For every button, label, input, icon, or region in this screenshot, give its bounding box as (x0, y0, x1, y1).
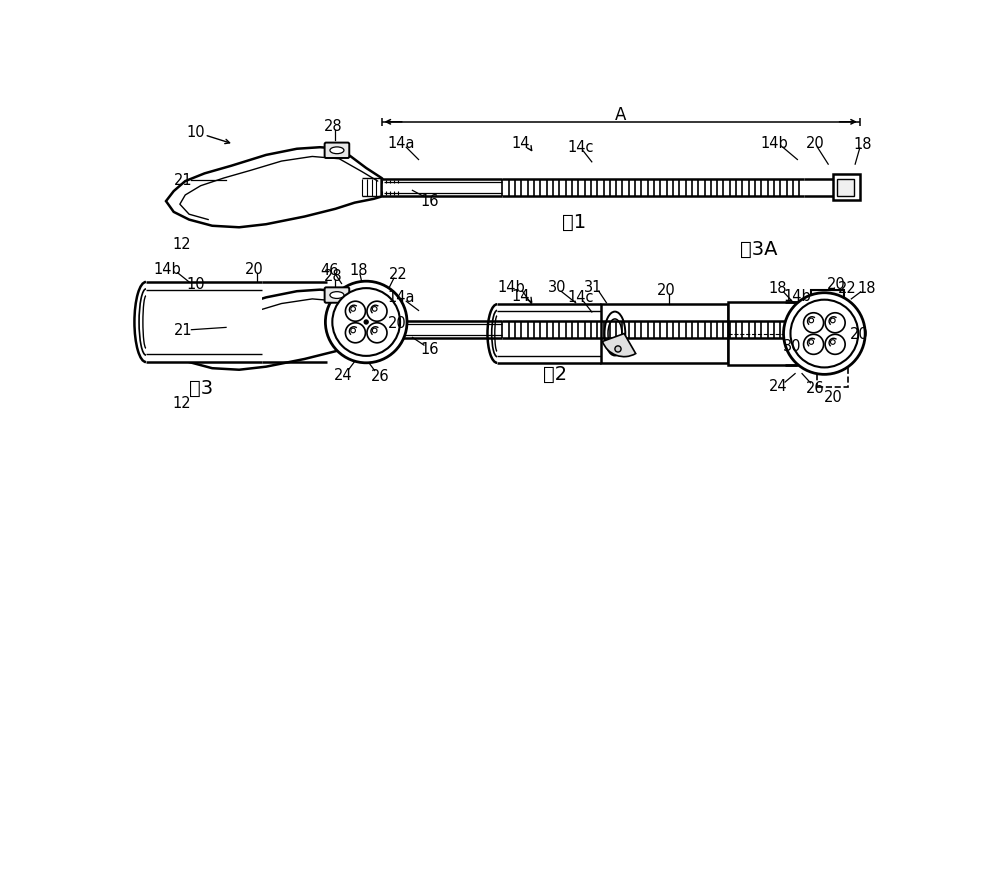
Bar (146, 283, 262, 363)
Text: 20: 20 (850, 326, 868, 342)
Text: 图1: 图1 (562, 213, 586, 232)
Bar (833, 175, 860, 201)
Text: 16: 16 (420, 342, 439, 357)
Text: 31: 31 (584, 280, 603, 295)
Text: 14: 14 (511, 288, 529, 303)
Text: 22: 22 (838, 281, 857, 296)
Wedge shape (602, 334, 636, 358)
Text: 14a: 14a (388, 136, 415, 151)
Text: 18: 18 (349, 263, 368, 278)
Circle shape (372, 308, 377, 312)
Text: 18: 18 (769, 281, 787, 296)
Circle shape (831, 319, 835, 324)
Circle shape (784, 293, 865, 375)
Text: 18: 18 (854, 137, 872, 152)
Text: 20: 20 (245, 261, 264, 276)
Circle shape (790, 300, 858, 368)
Text: 14b: 14b (497, 280, 525, 295)
Text: 14b: 14b (760, 136, 788, 151)
Text: 26: 26 (806, 381, 824, 395)
Circle shape (825, 314, 845, 333)
Text: 18: 18 (857, 281, 876, 296)
Circle shape (332, 289, 400, 357)
FancyBboxPatch shape (325, 143, 349, 159)
Text: 12: 12 (172, 237, 191, 252)
Text: 14b: 14b (154, 261, 181, 276)
Text: 14c: 14c (567, 139, 594, 155)
Text: 22: 22 (389, 266, 408, 282)
Text: 20: 20 (806, 136, 824, 151)
Ellipse shape (330, 292, 344, 299)
Circle shape (372, 329, 377, 333)
Text: 28: 28 (324, 119, 342, 134)
Text: 10: 10 (186, 276, 205, 291)
Text: 图3: 图3 (189, 378, 213, 398)
Text: 12: 12 (172, 396, 191, 411)
Bar (837, 180, 854, 197)
Text: 20: 20 (827, 276, 845, 291)
Text: 28: 28 (324, 269, 342, 284)
Text: A: A (615, 106, 626, 124)
Circle shape (804, 335, 824, 355)
Circle shape (364, 320, 369, 325)
Text: 16: 16 (420, 194, 439, 208)
Bar (497, 305, 601, 363)
Text: 26: 26 (371, 368, 389, 384)
Text: 21: 21 (174, 323, 192, 338)
Circle shape (831, 341, 835, 345)
Bar (728, 303, 797, 366)
Text: 14b: 14b (784, 289, 811, 304)
Circle shape (351, 329, 355, 333)
Circle shape (345, 324, 365, 343)
Bar (601, 305, 728, 363)
Text: 30: 30 (783, 339, 801, 354)
Text: 图2: 图2 (543, 365, 567, 384)
Text: 14c: 14c (567, 290, 594, 305)
Text: 24: 24 (769, 379, 787, 394)
Text: 10: 10 (186, 125, 205, 140)
Circle shape (367, 324, 387, 343)
Text: 20: 20 (388, 316, 406, 330)
Text: 14a: 14a (388, 290, 415, 305)
Text: 14: 14 (511, 136, 529, 151)
Text: 46: 46 (320, 263, 338, 278)
Polygon shape (166, 291, 382, 370)
Text: 24: 24 (334, 367, 352, 383)
Circle shape (325, 282, 407, 363)
Text: 20: 20 (657, 283, 676, 298)
FancyBboxPatch shape (325, 288, 349, 303)
Text: 20: 20 (823, 390, 842, 405)
Circle shape (809, 341, 814, 345)
Circle shape (615, 347, 621, 352)
Bar (817, 363, 848, 388)
Ellipse shape (330, 148, 344, 155)
Circle shape (367, 302, 387, 322)
Circle shape (825, 335, 845, 355)
Circle shape (345, 302, 365, 322)
Circle shape (809, 319, 814, 324)
Circle shape (351, 308, 355, 312)
Text: 图3A: 图3A (740, 240, 778, 259)
Polygon shape (166, 148, 382, 228)
Text: 21: 21 (174, 173, 192, 188)
Circle shape (804, 314, 824, 333)
Text: 30: 30 (548, 280, 566, 295)
Circle shape (815, 327, 820, 333)
Bar (811, 291, 844, 316)
